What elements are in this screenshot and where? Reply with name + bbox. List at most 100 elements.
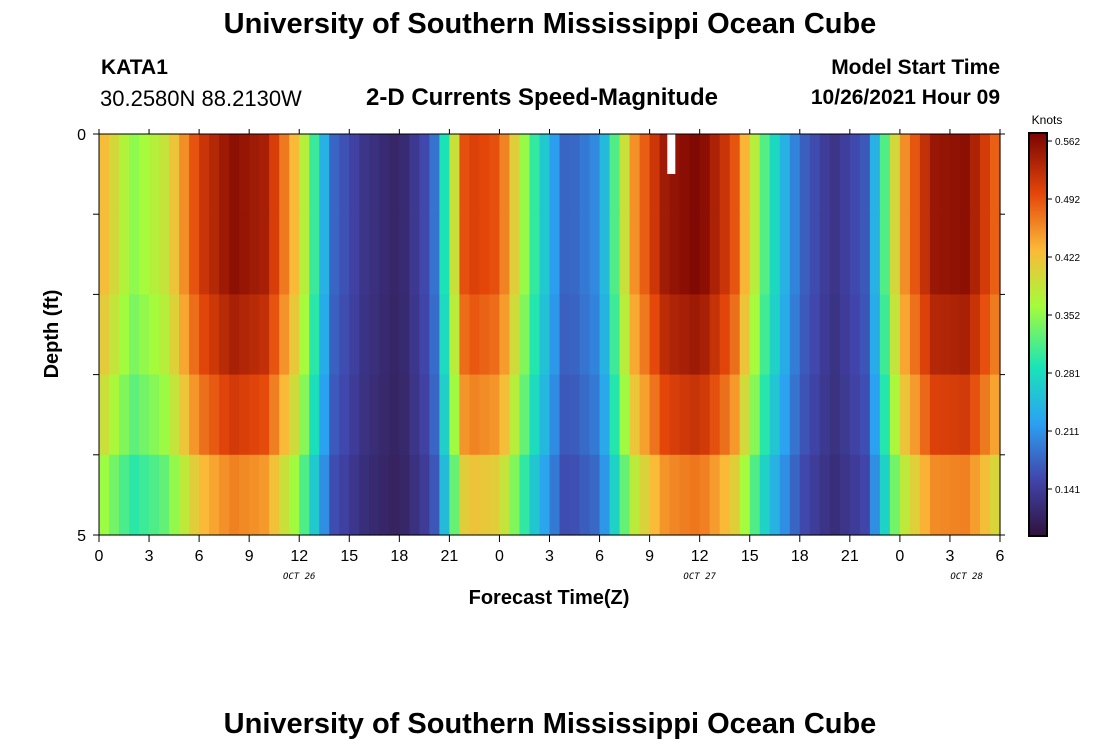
heatmap-cell xyxy=(899,134,911,215)
heatmap-cell xyxy=(419,214,430,295)
x-tick-label: 0 xyxy=(95,548,104,565)
heatmap-cell xyxy=(199,214,210,295)
heatmap-cell xyxy=(549,134,561,215)
heatmap-cell xyxy=(899,294,911,376)
heatmap-cell xyxy=(189,374,200,456)
heatmap-cell xyxy=(879,294,891,376)
heatmap-cell xyxy=(479,454,491,536)
station-name: KATA1 xyxy=(101,56,168,79)
heatmap-cell xyxy=(199,294,210,376)
heatmap-cell xyxy=(639,294,651,376)
heatmap-cell xyxy=(699,454,711,536)
colorbar: Knots 0.562 0.492 0.422 0.352 0.281 0.211 0.14… xyxy=(1028,113,1080,537)
heatmap-cell xyxy=(919,454,931,536)
heatmap-cell xyxy=(569,134,581,215)
colorbar-tick-label: 0.492 xyxy=(1055,195,1080,206)
heatmap-cell xyxy=(729,214,741,295)
heatmap-cell xyxy=(449,294,460,376)
x-tick-label: 18 xyxy=(791,548,809,565)
heatmap-cell xyxy=(139,214,150,295)
heatmap-cell xyxy=(609,294,621,376)
heatmap-cell xyxy=(129,374,140,456)
heatmap-cell xyxy=(579,294,591,376)
heatmap-cell xyxy=(929,454,941,536)
heatmap-cell xyxy=(129,134,140,215)
heatmap-cell xyxy=(869,294,881,376)
heatmap-cell xyxy=(969,214,981,295)
heatmap-cell xyxy=(329,294,340,376)
heatmap-cell xyxy=(339,214,350,295)
heatmap-cell xyxy=(199,374,210,456)
colorbar-tick-label: 0.211 xyxy=(1055,427,1080,438)
heatmap-cell xyxy=(199,134,210,215)
colorbar-tick-label: 0.562 xyxy=(1055,137,1080,148)
heatmap-cell xyxy=(319,134,330,215)
heatmap-cell xyxy=(509,374,521,456)
heatmap-cell xyxy=(149,294,160,376)
heatmap-cell xyxy=(819,454,831,536)
heatmap-cell xyxy=(169,454,180,536)
heatmap-cell xyxy=(409,294,420,376)
heatmap-cell xyxy=(579,454,591,536)
heatmap-cell xyxy=(509,294,521,376)
heatmap-cell xyxy=(939,134,951,215)
heatmap-cell xyxy=(649,214,661,295)
heatmap-cell xyxy=(259,294,270,376)
heatmap-cell xyxy=(989,134,1001,215)
heatmap-cell xyxy=(549,374,561,456)
heatmap-cell xyxy=(429,134,440,215)
heatmap-cell xyxy=(529,214,541,295)
heatmap-cell xyxy=(469,294,481,376)
model-start-label: Model Start Time xyxy=(831,56,1000,79)
x-tick-label: 12 xyxy=(691,548,709,565)
heatmap-cell xyxy=(409,374,420,456)
heatmap-cell xyxy=(559,374,571,456)
heatmap-cell xyxy=(899,214,911,295)
heatmap-cell xyxy=(179,454,190,536)
heatmap-cells xyxy=(99,134,1001,536)
heatmap-cell xyxy=(849,294,861,376)
heatmap-cell xyxy=(589,454,601,536)
heatmap-cell xyxy=(759,374,771,456)
y-tick-label: 0 xyxy=(77,127,86,144)
heatmap-cell xyxy=(189,294,200,376)
heatmap-cell xyxy=(969,134,981,215)
heatmap-cell xyxy=(239,134,250,215)
heatmap-cell xyxy=(859,454,871,536)
heatmap-cell xyxy=(709,134,721,215)
heatmap-cell xyxy=(939,294,951,376)
heatmap-cell xyxy=(949,374,961,456)
heatmap-cell xyxy=(849,374,861,456)
heatmap-cell xyxy=(699,214,711,295)
heatmap-cell xyxy=(629,294,641,376)
heatmap-cell xyxy=(819,214,831,295)
heatmap-cell xyxy=(799,454,811,536)
heatmap-cell xyxy=(309,294,320,376)
heatmap-cell xyxy=(289,134,300,215)
heatmap-cell xyxy=(299,374,310,456)
heatmap-cell xyxy=(659,134,671,215)
heatmap-cell xyxy=(949,134,961,215)
heatmap-cell xyxy=(669,214,681,295)
heatmap-cell xyxy=(949,214,961,295)
heatmap-cell xyxy=(489,214,501,295)
heatmap-cell xyxy=(619,294,631,376)
heatmap-cell xyxy=(409,134,420,215)
heatmap-cell xyxy=(729,134,741,215)
heatmap-cell xyxy=(409,214,420,295)
heatmap-cell xyxy=(559,214,571,295)
heatmap-cell xyxy=(559,134,571,215)
heatmap-cell xyxy=(669,134,681,215)
heatmap-cell xyxy=(909,454,921,536)
heatmap-cell xyxy=(499,374,511,456)
heatmap-cell xyxy=(619,134,631,215)
heatmap-cell xyxy=(529,374,541,456)
heatmap-cell xyxy=(239,374,250,456)
heatmap-cell xyxy=(559,294,571,376)
heatmap-cell xyxy=(859,214,871,295)
heatmap-cell xyxy=(679,454,691,536)
heatmap-cell xyxy=(309,454,320,536)
heatmap-cell xyxy=(359,214,370,295)
heatmap-cell xyxy=(789,454,801,536)
heatmap-cell xyxy=(649,134,661,215)
